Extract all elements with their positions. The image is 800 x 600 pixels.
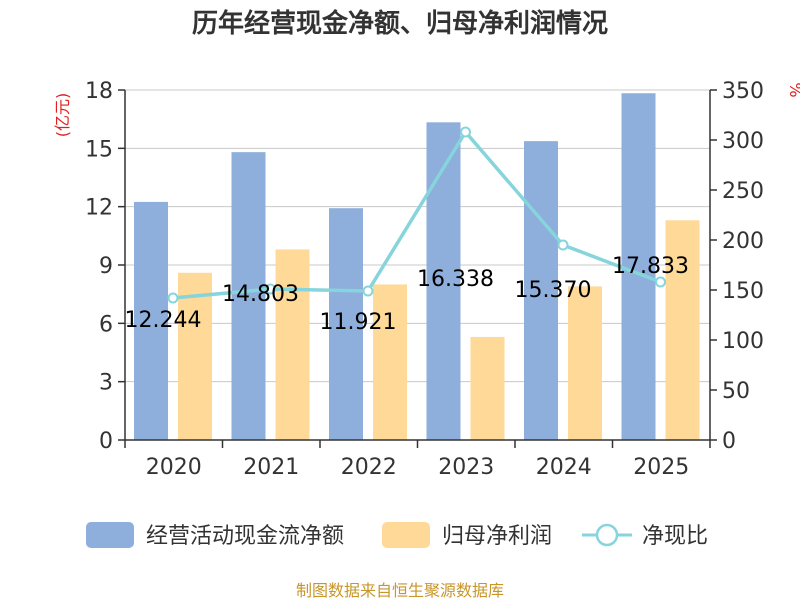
right-tick-label: 300 — [722, 129, 764, 154]
x-tick-label: 2022 — [341, 455, 397, 480]
bar-net-profit — [275, 249, 310, 440]
axes: 0 3 6 9 12 15 18 0 50 100 150 200 250 300 350 2020 2021 2… — [85, 79, 764, 480]
bar-net-profit — [178, 272, 212, 440]
bar-net-profit — [665, 220, 700, 440]
right-tick-label: 100 — [722, 329, 764, 354]
right-tick-label: 250 — [722, 179, 764, 204]
right-axis-unit: % — [786, 82, 800, 97]
legend-label-ratio: 净现比 — [642, 524, 708, 549]
right-tick-label: 150 — [722, 279, 764, 304]
data-label-cashflow: 17.833 — [612, 254, 689, 279]
right-tick-label: 200 — [722, 229, 764, 254]
bar-cashflow — [621, 93, 656, 440]
x-tick-label: 2021 — [243, 455, 299, 480]
x-tick-label: 2025 — [633, 455, 689, 480]
ratio-point — [460, 126, 471, 138]
bar-net-profit — [373, 284, 407, 440]
bar-net-profit — [470, 336, 505, 440]
left-axis-unit: (亿元) — [53, 93, 72, 138]
ratio-line — [167, 126, 666, 304]
data-label-cashflow: 16.338 — [417, 267, 494, 292]
grid-lines — [125, 89, 710, 383]
legend: 经营活动现金流净额 归母净利润 净现比 — [86, 522, 708, 549]
legend-swatch-cashflow — [86, 522, 134, 548]
left-tick-label: 18 — [85, 79, 113, 104]
left-tick-label: 9 — [99, 254, 113, 279]
left-tick-label: 3 — [99, 371, 113, 396]
bar-cashflow — [426, 122, 461, 441]
data-label-cashflow: 11.921 — [320, 310, 397, 335]
data-label-cashflow: 15.370 — [515, 278, 592, 303]
left-tick-label: 6 — [99, 312, 113, 337]
bar-cashflow — [231, 152, 266, 441]
legend-label-net-profit: 归母净利润 — [442, 524, 552, 549]
right-tick-label: 50 — [722, 379, 750, 404]
bar-net-profit — [568, 286, 602, 440]
data-label-cashflow: 12.244 — [125, 308, 202, 333]
bar-cashflow — [524, 141, 558, 440]
chart-title: 历年经营现金净额、归母净利润情况 — [192, 8, 608, 39]
ratio-line-path — [172, 129, 662, 300]
left-tick-label: 0 — [99, 429, 113, 454]
ratio-point — [655, 276, 666, 288]
right-tick-label: 0 — [722, 429, 736, 454]
left-tick-label: 15 — [85, 137, 113, 162]
left-tick-label: 12 — [85, 196, 113, 221]
data-label-cashflow: 14.803 — [222, 282, 299, 307]
data-labels: 12.244 14.803 11.921 16.338 15.370 17.833 — [125, 254, 689, 335]
x-tick-label: 2024 — [536, 455, 592, 480]
right-tick-label: 350 — [722, 79, 764, 104]
bar-cashflow — [329, 208, 363, 440]
x-tick-label: 2020 — [146, 455, 202, 480]
bar-cashflow — [134, 201, 168, 440]
source-note: 制图数据来自恒生聚源数据库 — [296, 581, 504, 600]
legend-swatch-ratio-marker — [595, 523, 619, 547]
ratio-point — [167, 292, 179, 304]
legend-swatch-net-profit — [382, 522, 430, 548]
ratio-point — [362, 285, 374, 297]
bars — [134, 93, 700, 441]
legend-label-cashflow: 经营活动现金流净额 — [146, 524, 344, 549]
x-tick-label: 2023 — [438, 455, 494, 480]
ratio-point — [557, 239, 569, 251]
ratio-point — [265, 283, 276, 295]
